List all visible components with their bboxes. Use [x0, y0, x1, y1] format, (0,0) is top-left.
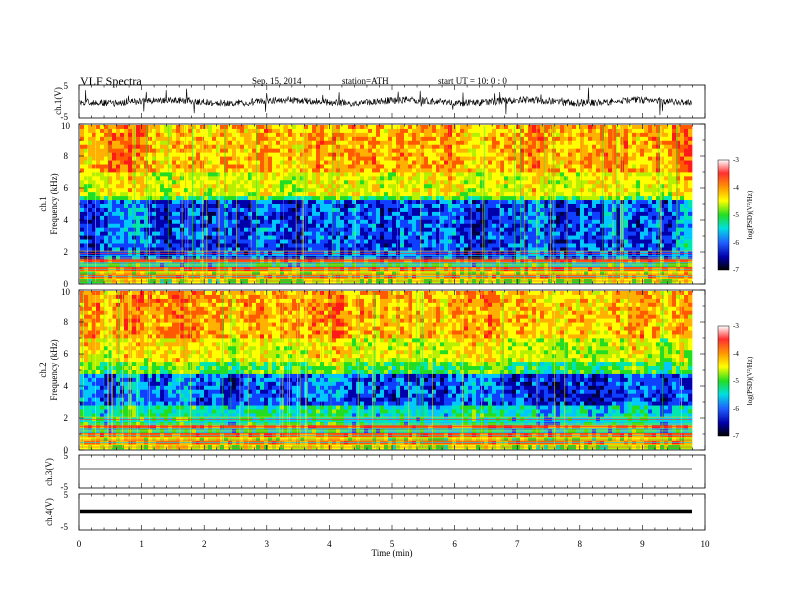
time-tick-label-2: 2: [202, 539, 207, 549]
ch1-ytick-bottom: -5: [61, 112, 69, 122]
time-tick-label-10: 10: [701, 539, 711, 549]
ch1-spectrogram: [80, 125, 693, 284]
axis-ticks: [78, 85, 706, 530]
time-tick-label-7: 7: [515, 539, 520, 549]
ch1-freq-tick-8: 8: [64, 151, 69, 161]
ch1-freq-tick-0: 0: [64, 279, 69, 289]
time-tick-label-0: 0: [77, 539, 82, 549]
ch1-colorbar-tick-6: -6: [733, 239, 739, 247]
time-tick-label-1: 1: [139, 539, 144, 549]
figure-title: VLF Spectra: [80, 74, 142, 88]
time-tick-label-8: 8: [578, 539, 583, 549]
ch1-colorbar-gradient: [717, 159, 730, 271]
ch1-freq-tick-4: 4: [64, 215, 69, 225]
ch2-colorbar-tick-3: -3: [733, 322, 739, 330]
ch2-spectrogram: [80, 291, 693, 450]
time-tick-label-5: 5: [390, 539, 395, 549]
ch3-waveform-ylabel: ch.3(V): [44, 458, 54, 486]
ch1-waveform-line: [79, 87, 693, 116]
time-tick-label-9: 9: [640, 539, 645, 549]
ch3-ytick-top: 5: [64, 451, 69, 461]
ch2-freq-tick-0: 0: [64, 445, 69, 455]
ch1-colorbar-label: log(PSD)(V²/Hz): [746, 190, 754, 239]
ch1-frequency-label: Frequency (kHz): [49, 173, 59, 234]
ch1-colorbar-tick-3: -3: [733, 156, 739, 164]
ch4-waveform-ylabel: ch.4(V): [44, 498, 54, 526]
ch2-colorbar-label: log(PSD)(V²/Hz): [746, 356, 754, 405]
ch2-colorbar-gradient: [717, 325, 730, 437]
ch2-colorbar-tick-6: -6: [733, 405, 739, 413]
ch2-freq-tick-8: 8: [64, 317, 69, 327]
ch2-colorbar-tick-5: -5: [733, 377, 739, 385]
ch1-waveform-ylabel: ch.1(V): [53, 87, 63, 115]
time-tick-label-6: 6: [452, 539, 457, 549]
ch4-ytick-top: 5: [64, 490, 69, 500]
ch1-freq-tick-6: 6: [64, 183, 69, 193]
ch2-frequency-label: Frequency (kHz): [49, 339, 59, 400]
time-axis-label: Time (min): [372, 548, 413, 558]
ch2-colorbar: -3 -4 -5 -6 -7 log(PSD)(V²/Hz): [717, 322, 754, 440]
time-tick-label-3: 3: [265, 539, 270, 549]
ch2-freq-tick-10: 10: [61, 287, 71, 297]
ch2-colorbar-tick-4: -4: [733, 350, 739, 358]
ch3-ytick-bottom: -5: [61, 482, 69, 492]
ch1-ytick-top: 5: [64, 81, 69, 91]
ch4-ytick-bottom: -5: [61, 522, 69, 532]
ch1-freq-tick-2: 2: [64, 247, 69, 257]
ch2-freq-tick-6: 6: [64, 349, 69, 359]
ch1-spectrogram-yticks: 0 2 4 6 8 10: [61, 121, 71, 289]
ch1-colorbar-tick-7: -7: [733, 266, 739, 274]
ch2-freq-tick-2: 2: [64, 413, 69, 423]
start-time-label: start UT = 10: 0 : 0: [438, 76, 507, 86]
ch1-freq-tick-10: 10: [61, 121, 71, 131]
ch1-colorbar-tick-5: -5: [733, 211, 739, 219]
ch1-colorbar-tick-4: -4: [733, 184, 739, 192]
time-tick-label-4: 4: [327, 539, 332, 549]
ch1-colorbar: -3 -4 -5 -6 -7 log(PSD)(V²/Hz): [717, 156, 754, 274]
ch2-spectrogram-yticks: 0 2 4 6 8 10: [61, 287, 71, 455]
station-label: station=ATH: [342, 76, 389, 86]
ch1-channel-label: ch.1: [38, 196, 48, 211]
ch2-freq-tick-4: 4: [64, 381, 69, 391]
ch2-channel-label: ch.2: [38, 362, 48, 377]
date-label: Sep. 15, 2014: [252, 76, 302, 86]
ch2-colorbar-tick-7: -7: [733, 432, 739, 440]
time-axis-labels: 0 1 2 3 4 5 6 7 8 9 10: [77, 539, 710, 549]
